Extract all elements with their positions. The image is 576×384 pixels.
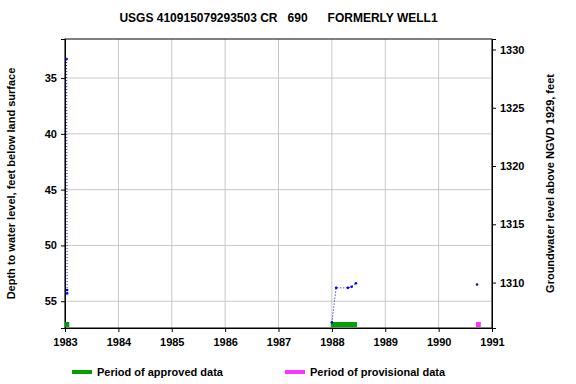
tick: 1320	[492, 160, 524, 172]
grid-line-x	[278, 39, 279, 328]
tick-label: 1985	[160, 336, 184, 348]
tick: 45	[45, 184, 65, 196]
plot-frame	[65, 39, 492, 328]
tick-label: 1989	[374, 336, 398, 348]
tick-label: 1310	[500, 277, 524, 289]
tick: 55	[45, 295, 65, 307]
grid-line-y	[65, 245, 492, 246]
tick-label: 1984	[107, 336, 132, 348]
chart: 1983 1984 1985 1986 1987 1988 1989 1990 1991 35 40…	[0, 0, 576, 384]
tick-mark	[492, 224, 496, 225]
tick-mark	[385, 328, 386, 332]
tick: 1330	[492, 44, 524, 56]
data-point	[355, 282, 358, 285]
grid-line-y	[65, 301, 492, 302]
y-axis-title: Depth to water level, feet below land su…	[5, 68, 17, 300]
tick: 1325	[492, 102, 524, 114]
legend-label: Period of approved data	[97, 366, 224, 378]
grid	[65, 39, 492, 328]
tick-label: 1988	[320, 336, 344, 348]
tick-mark	[492, 108, 496, 109]
tick: 1986	[213, 328, 237, 348]
grid-line-x	[385, 39, 386, 328]
legend-label: Period of provisional data	[310, 366, 446, 378]
tick: 1990	[427, 328, 451, 348]
grid-line-y	[65, 189, 492, 190]
grid-line-x	[118, 39, 119, 328]
tick-label: 1987	[267, 336, 291, 348]
data-point	[347, 287, 350, 290]
data-point	[476, 283, 479, 286]
tick-mark	[61, 134, 65, 135]
grid-line-x	[171, 39, 172, 328]
axis-line	[66, 329, 493, 333]
tick: 1988	[320, 328, 344, 348]
tick: 1987	[267, 328, 291, 348]
grid-line-x	[438, 39, 439, 328]
tick-label: 1986	[213, 336, 237, 348]
tick-label: 50	[45, 239, 57, 251]
tick-mark	[61, 78, 65, 79]
tick-mark	[492, 283, 496, 284]
data-point	[350, 285, 353, 288]
data-point	[66, 289, 69, 292]
tick-label: 1325	[500, 102, 524, 114]
tick-mark	[61, 301, 65, 302]
data-point	[66, 292, 69, 295]
tick: 1315	[492, 218, 524, 230]
tick-mark	[439, 328, 440, 332]
tick: 1985	[160, 328, 184, 348]
period-bar	[65, 322, 69, 327]
y-axis: 35 40 45 50 55	[45, 40, 66, 329]
grid-line-x	[331, 39, 332, 328]
grid-line-y	[65, 78, 492, 79]
tick: 1983	[53, 328, 77, 348]
y2-axis-title: Groundwater level above NGVD 1929, feet	[544, 74, 556, 293]
tick: 35	[45, 72, 65, 84]
tick-label: 35	[45, 72, 57, 84]
tick-label: 1991	[480, 336, 504, 348]
tick-mark	[61, 245, 65, 246]
tick-mark	[172, 328, 173, 332]
tick-mark	[492, 49, 496, 50]
period-bar	[476, 322, 481, 327]
tick-mark	[279, 328, 280, 332]
tick: 40	[45, 128, 65, 140]
tick: 1989	[374, 328, 398, 348]
tick-mark	[118, 328, 119, 332]
legend-swatch	[72, 370, 92, 374]
data-point	[335, 287, 338, 290]
tick-mark	[225, 328, 226, 332]
tick-label: 1983	[53, 336, 77, 348]
y2-axis: 1310 1315 1320 1325 1330	[492, 40, 524, 329]
tick: 1310	[492, 277, 524, 289]
water-level-line	[67, 59, 477, 322]
period-bar	[331, 322, 357, 327]
tick-mark	[492, 166, 496, 167]
tick-label: 40	[45, 128, 57, 140]
x-axis: 1983 1984 1985 1986 1987 1988 1989 1990 1991	[53, 328, 504, 348]
tick-label: 45	[45, 184, 57, 196]
tick-label: 1330	[500, 44, 524, 56]
tick-label: 1315	[500, 218, 524, 230]
grid-line-x	[225, 39, 226, 328]
tick-mark	[61, 190, 65, 191]
data-point	[65, 58, 68, 61]
tick: 1984	[107, 328, 132, 348]
data-point	[331, 321, 334, 324]
tick: 50	[45, 239, 65, 251]
axis-line	[61, 40, 66, 329]
legend: Period of approved data Period of provisi…	[72, 366, 446, 378]
tick-label: 1320	[500, 160, 524, 172]
legend-swatch	[285, 370, 305, 374]
tick-label: 1990	[427, 336, 451, 348]
tick-mark	[332, 328, 333, 332]
tick-label: 55	[45, 295, 57, 307]
axis-line	[493, 40, 497, 329]
grid-line-y	[65, 133, 492, 134]
data-layer	[65, 58, 481, 327]
tick: 1991	[480, 328, 504, 348]
title: USGS 410915079293503 CR 690 FORMERLY WEL…	[119, 11, 437, 25]
